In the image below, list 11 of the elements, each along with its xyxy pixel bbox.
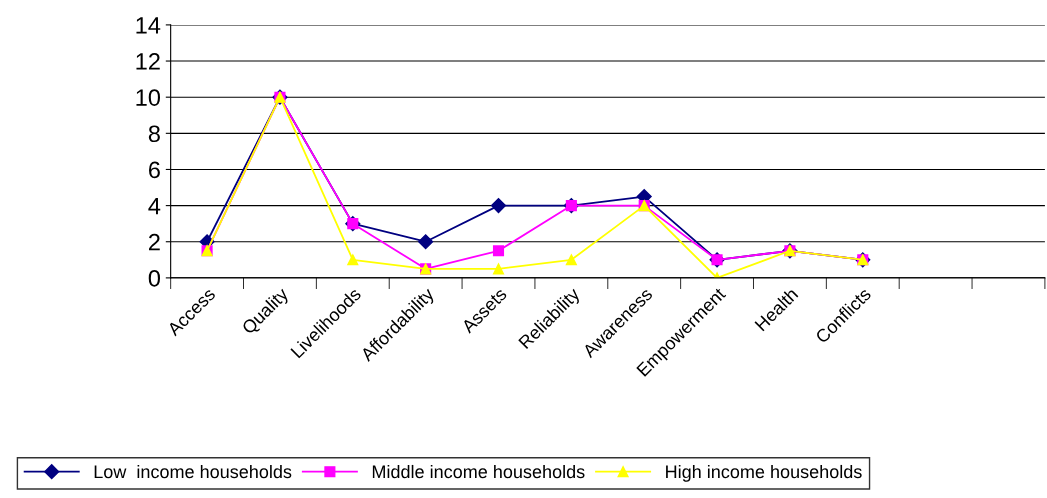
legend-label: Low income households bbox=[94, 464, 292, 479]
y-tick-label: 10 bbox=[136, 89, 161, 106]
legend-label: High income households bbox=[666, 464, 862, 482]
y-tick-label: 0 bbox=[148, 269, 161, 287]
y-tick-label: 12 bbox=[136, 53, 160, 70]
y-tick-label: 6 bbox=[149, 161, 160, 179]
y-tick-label: 14 bbox=[136, 17, 161, 34]
y-tick-label: 8 bbox=[148, 125, 160, 143]
y-tick-label: 2 bbox=[149, 233, 160, 251]
legend-label: Middle income households bbox=[372, 464, 585, 479]
y-tick-label: 4 bbox=[148, 197, 161, 215]
